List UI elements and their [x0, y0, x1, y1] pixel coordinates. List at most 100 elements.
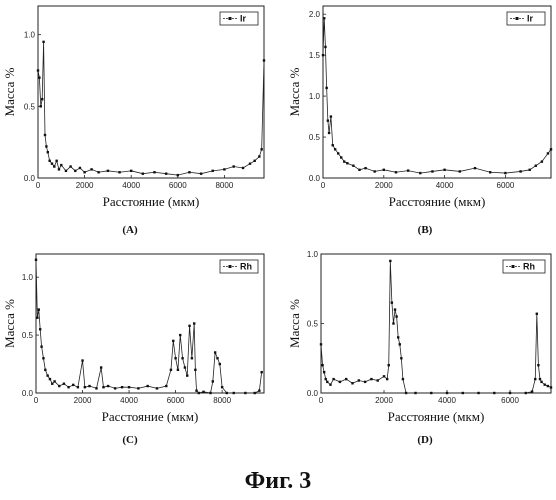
x-tick-label: 2000: [375, 181, 393, 190]
data-point: [325, 87, 327, 89]
data-point: [263, 59, 265, 61]
data-point: [44, 134, 46, 136]
data-point: [489, 171, 491, 173]
data-point: [391, 301, 393, 303]
data-point: [337, 152, 339, 154]
data-point: [121, 386, 123, 388]
x-tick-label: 0: [36, 181, 41, 190]
data-point: [547, 152, 549, 154]
data-point: [233, 392, 235, 394]
data-point: [399, 343, 401, 345]
legend-marker: [229, 17, 232, 20]
x-axis-label: Расстояние (мкм): [102, 409, 199, 424]
data-point: [79, 167, 81, 169]
data-point: [535, 165, 537, 167]
chart-d-svg: 02000400060000.00.51.0Расстояние (мкм)Ма…: [285, 248, 556, 428]
data-point: [188, 325, 190, 327]
panel-caption-d: (D): [405, 434, 445, 446]
legend-box: [220, 12, 258, 25]
data-point: [39, 328, 41, 330]
data-point: [42, 357, 44, 359]
data-point: [41, 98, 43, 100]
data-point: [40, 105, 42, 107]
x-tick-label: 6000: [169, 181, 187, 190]
data-point: [343, 160, 345, 162]
data-point: [332, 144, 334, 146]
data-point: [519, 170, 521, 172]
data-point: [395, 315, 397, 317]
data-point: [81, 359, 83, 361]
legend-label: Rh: [523, 262, 535, 272]
series-line: [38, 42, 264, 175]
data-point: [193, 322, 195, 324]
data-point: [97, 171, 99, 173]
data-point: [47, 151, 49, 153]
data-point: [69, 165, 71, 167]
data-point: [329, 383, 331, 385]
data-point: [536, 313, 538, 315]
data-point: [45, 145, 47, 147]
data-point: [330, 115, 332, 117]
data-point: [534, 378, 536, 380]
data-point: [214, 351, 216, 353]
y-tick-label: 0.5: [309, 133, 321, 142]
data-point: [249, 162, 251, 164]
x-tick-label: 6000: [497, 181, 515, 190]
data-point: [340, 156, 342, 158]
data-point: [146, 385, 148, 387]
data-point: [212, 170, 214, 172]
data-point: [37, 69, 39, 71]
chart-panel-c: 020004000600080000.00.51.0Расстояние (мк…: [0, 248, 270, 448]
x-tick-label: 4000: [438, 396, 456, 405]
data-point: [477, 392, 479, 394]
data-point: [346, 162, 348, 164]
data-point: [44, 369, 46, 371]
data-point: [407, 169, 409, 171]
x-tick-label: 6000: [167, 396, 185, 405]
data-point: [400, 357, 402, 359]
data-point: [525, 392, 527, 394]
data-point: [188, 171, 190, 173]
data-point: [107, 170, 109, 172]
plot-frame: [323, 6, 551, 178]
data-point: [541, 160, 543, 162]
data-point: [72, 384, 74, 386]
data-point: [260, 371, 262, 373]
x-tick-label: 4000: [122, 181, 140, 190]
legend-marker: [516, 17, 519, 20]
data-point: [325, 378, 327, 380]
data-point: [58, 385, 60, 387]
data-point: [258, 389, 260, 391]
x-tick-label: 2000: [76, 181, 94, 190]
legend-label: Ir: [240, 14, 247, 24]
data-point: [392, 322, 394, 324]
data-point: [323, 371, 325, 373]
data-point: [177, 174, 179, 176]
chart-c-svg: 020004000600080000.00.51.0Расстояние (мк…: [0, 248, 270, 428]
legend-label: Rh: [240, 262, 252, 272]
data-point: [383, 169, 385, 171]
data-point: [242, 167, 244, 169]
data-point: [209, 392, 211, 394]
data-point: [386, 378, 388, 380]
data-point: [358, 379, 360, 381]
data-point: [212, 380, 214, 382]
data-point: [170, 369, 172, 371]
data-point: [77, 386, 79, 388]
data-point: [323, 17, 325, 19]
data-point: [431, 170, 433, 172]
data-point: [462, 392, 464, 394]
data-point: [48, 160, 50, 162]
data-point: [191, 357, 193, 359]
x-tick-label: 8000: [213, 396, 231, 405]
data-point: [443, 169, 445, 171]
x-tick-label: 4000: [436, 181, 454, 190]
series-line: [323, 18, 551, 173]
data-point: [395, 171, 397, 173]
x-tick-label: 2000: [74, 396, 92, 405]
x-tick-label: 8000: [215, 181, 233, 190]
chart-b-svg: 02000400060000.00.51.01.52.0Расстояние (…: [285, 0, 556, 225]
data-point: [186, 374, 188, 376]
data-point: [547, 385, 549, 387]
y-tick-label: 2.0: [309, 10, 321, 19]
